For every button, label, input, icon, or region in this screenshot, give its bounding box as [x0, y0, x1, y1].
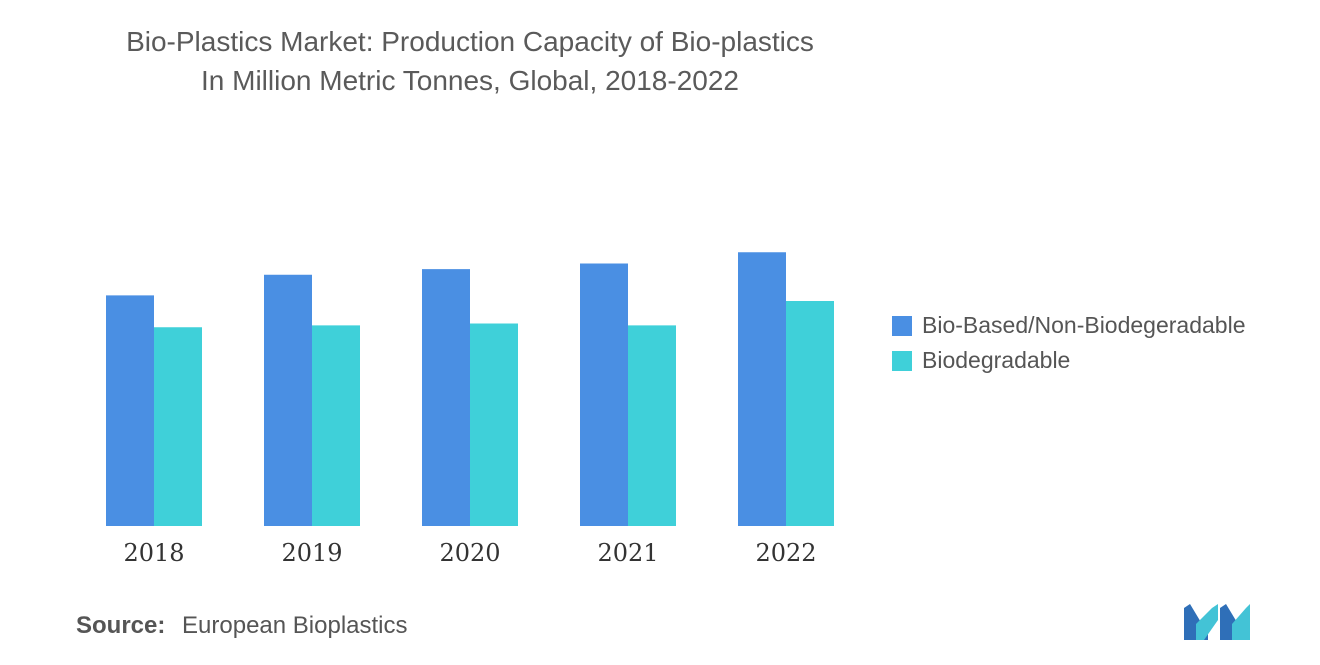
bar-bio-based-2021 — [580, 263, 628, 526]
bar-biodegradable-2019 — [312, 325, 360, 526]
chart-title-line2: In Million Metric Tonnes, Global, 2018-2… — [200, 65, 739, 96]
source-text: European Bioplastics — [182, 612, 408, 639]
bar-bio-based-2018 — [106, 295, 154, 526]
bar-biodegradable-2021 — [628, 325, 676, 526]
legend-swatch-bio-based — [892, 315, 912, 336]
bar-bio-based-2020 — [422, 269, 470, 526]
bar-biodegradable-2022 — [786, 301, 834, 526]
chart-legend: Bio-Based/Non-Biodegeradable Biodegradab… — [892, 308, 1246, 378]
source-label: Source: — [76, 612, 166, 639]
source-note: Source: European Bioplastics — [76, 612, 408, 640]
company-logo-icon — [1184, 604, 1250, 640]
x-tick-label-2018: 2018 — [123, 539, 184, 567]
legend-item-biodegradable: Biodegradable — [892, 343, 1246, 378]
bar-bio-based-2019 — [264, 274, 312, 526]
legend-swatch-biodegradable — [892, 350, 912, 371]
x-tick-label-2021: 2021 — [597, 539, 658, 567]
x-tick-label-2020: 2020 — [439, 539, 500, 567]
bar-bio-based-2022 — [738, 252, 786, 526]
chart-title-line1: Bio-Plastics Market: Production Capacity… — [126, 26, 814, 57]
chart-title: Bio-Plastics Market: Production Capacity… — [40, 22, 900, 100]
legend-label-bio-based: Bio-Based/Non-Biodegeradable — [922, 312, 1246, 338]
legend-label-biodegradable: Biodegradable — [922, 347, 1071, 373]
legend-item-bio-based: Bio-Based/Non-Biodegeradable — [892, 308, 1246, 343]
bar-biodegradable-2018 — [154, 327, 202, 526]
bar-biodegradable-2020 — [470, 323, 518, 526]
x-tick-label-2019: 2019 — [281, 539, 342, 567]
x-tick-label-2022: 2022 — [755, 539, 816, 567]
